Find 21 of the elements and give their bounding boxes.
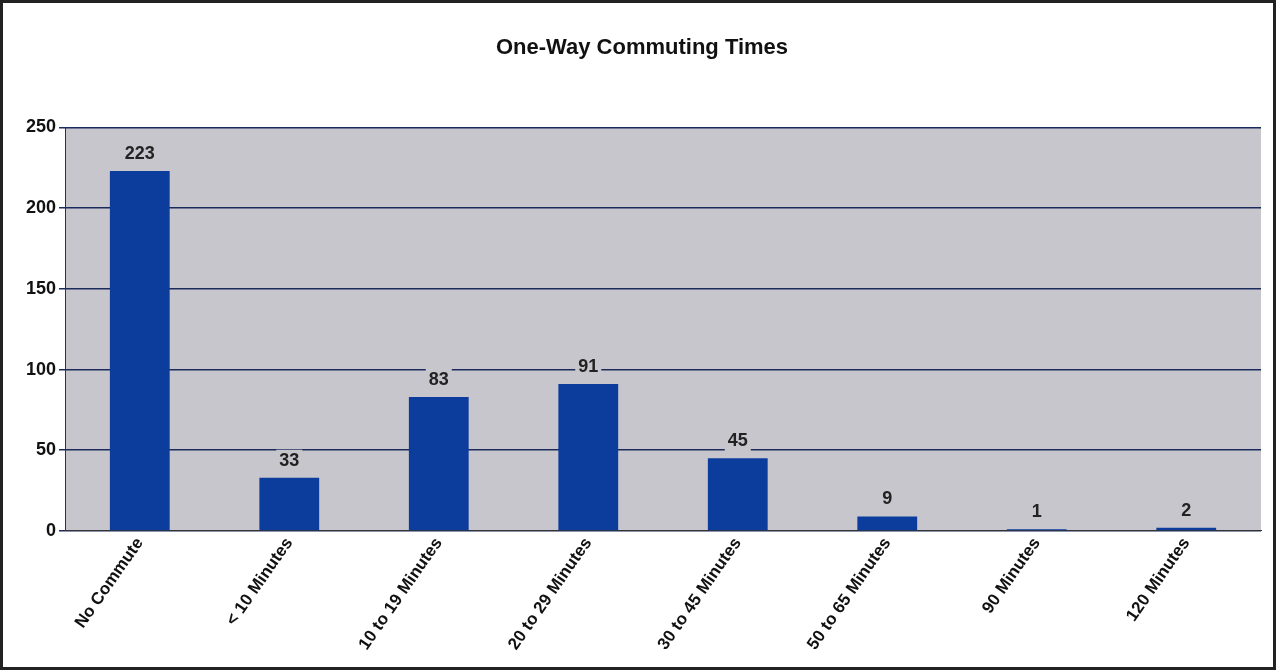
data-label: 9 (882, 488, 893, 509)
y-tick-label: 250 (25, 116, 57, 137)
bar (408, 396, 469, 531)
bar (857, 516, 918, 531)
chart-title: One-Way Commuting Times (495, 34, 789, 60)
data-label: 83 (428, 368, 449, 389)
bar (109, 170, 170, 531)
y-tick-label: 0 (46, 519, 57, 540)
bar (259, 477, 320, 531)
data-label: 2 (1181, 499, 1192, 520)
data-label: 45 (727, 430, 748, 451)
y-tick-label: 100 (25, 358, 57, 379)
data-label: 33 (279, 449, 300, 470)
y-tick-label: 150 (25, 277, 57, 298)
y-tick-label: 200 (25, 197, 57, 218)
data-label: 223 (124, 142, 155, 163)
data-label: 1 (1031, 501, 1042, 522)
bar (558, 384, 619, 531)
bar (707, 458, 768, 531)
data-label: 91 (578, 356, 599, 377)
y-tick-label: 50 (36, 439, 57, 460)
